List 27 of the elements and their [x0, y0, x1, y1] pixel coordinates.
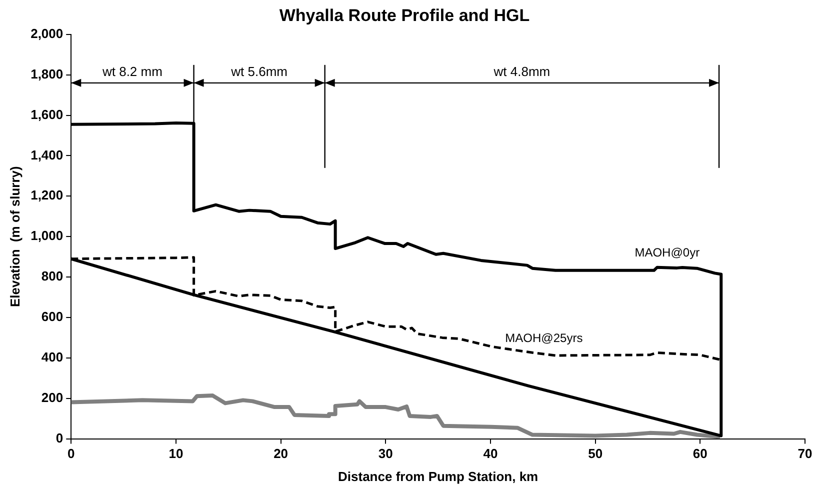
y-tick-label: 1,000: [30, 228, 64, 244]
y-tick-label: 2,000: [30, 26, 64, 41]
chart-title: Whyalla Route Profile and HGL: [279, 6, 530, 25]
y-tick-label: 200: [41, 390, 64, 405]
x-tick-label: 20: [274, 446, 288, 462]
y-tick-label: 800: [41, 268, 64, 284]
y-tick-label: 400: [41, 350, 64, 364]
y-axis-title: Elevation (m of slurry): [7, 166, 22, 308]
x-tick-label: 30: [378, 446, 393, 462]
y-tick-label: 1,400: [30, 147, 64, 162]
annotation: wt 5.6mm: [230, 64, 288, 80]
y-tick-label: 1,600: [30, 106, 64, 122]
annotation: wt 4.8mm: [492, 64, 550, 80]
x-tick-label: 40: [483, 446, 498, 462]
x-tick-label: 10: [168, 446, 184, 462]
y-tick-label: 1,200: [30, 188, 64, 203]
y-tick-label: 0: [56, 430, 64, 446]
x-axis-title: Distance from Pump Station, km: [338, 468, 538, 484]
x-tick-label: 70: [798, 446, 812, 462]
series-label: MAOH@25yrs: [505, 330, 583, 345]
x-tick-label: 0: [68, 446, 75, 462]
x-tick-label: 50: [588, 446, 603, 462]
y-tick-label: 1,800: [30, 66, 64, 82]
annotation: wt 8.2 mm: [101, 64, 162, 80]
series-label: MAOH@0yr: [634, 246, 700, 260]
y-tick-label: 600: [41, 309, 64, 324]
x-tick-label: 60: [692, 446, 708, 462]
